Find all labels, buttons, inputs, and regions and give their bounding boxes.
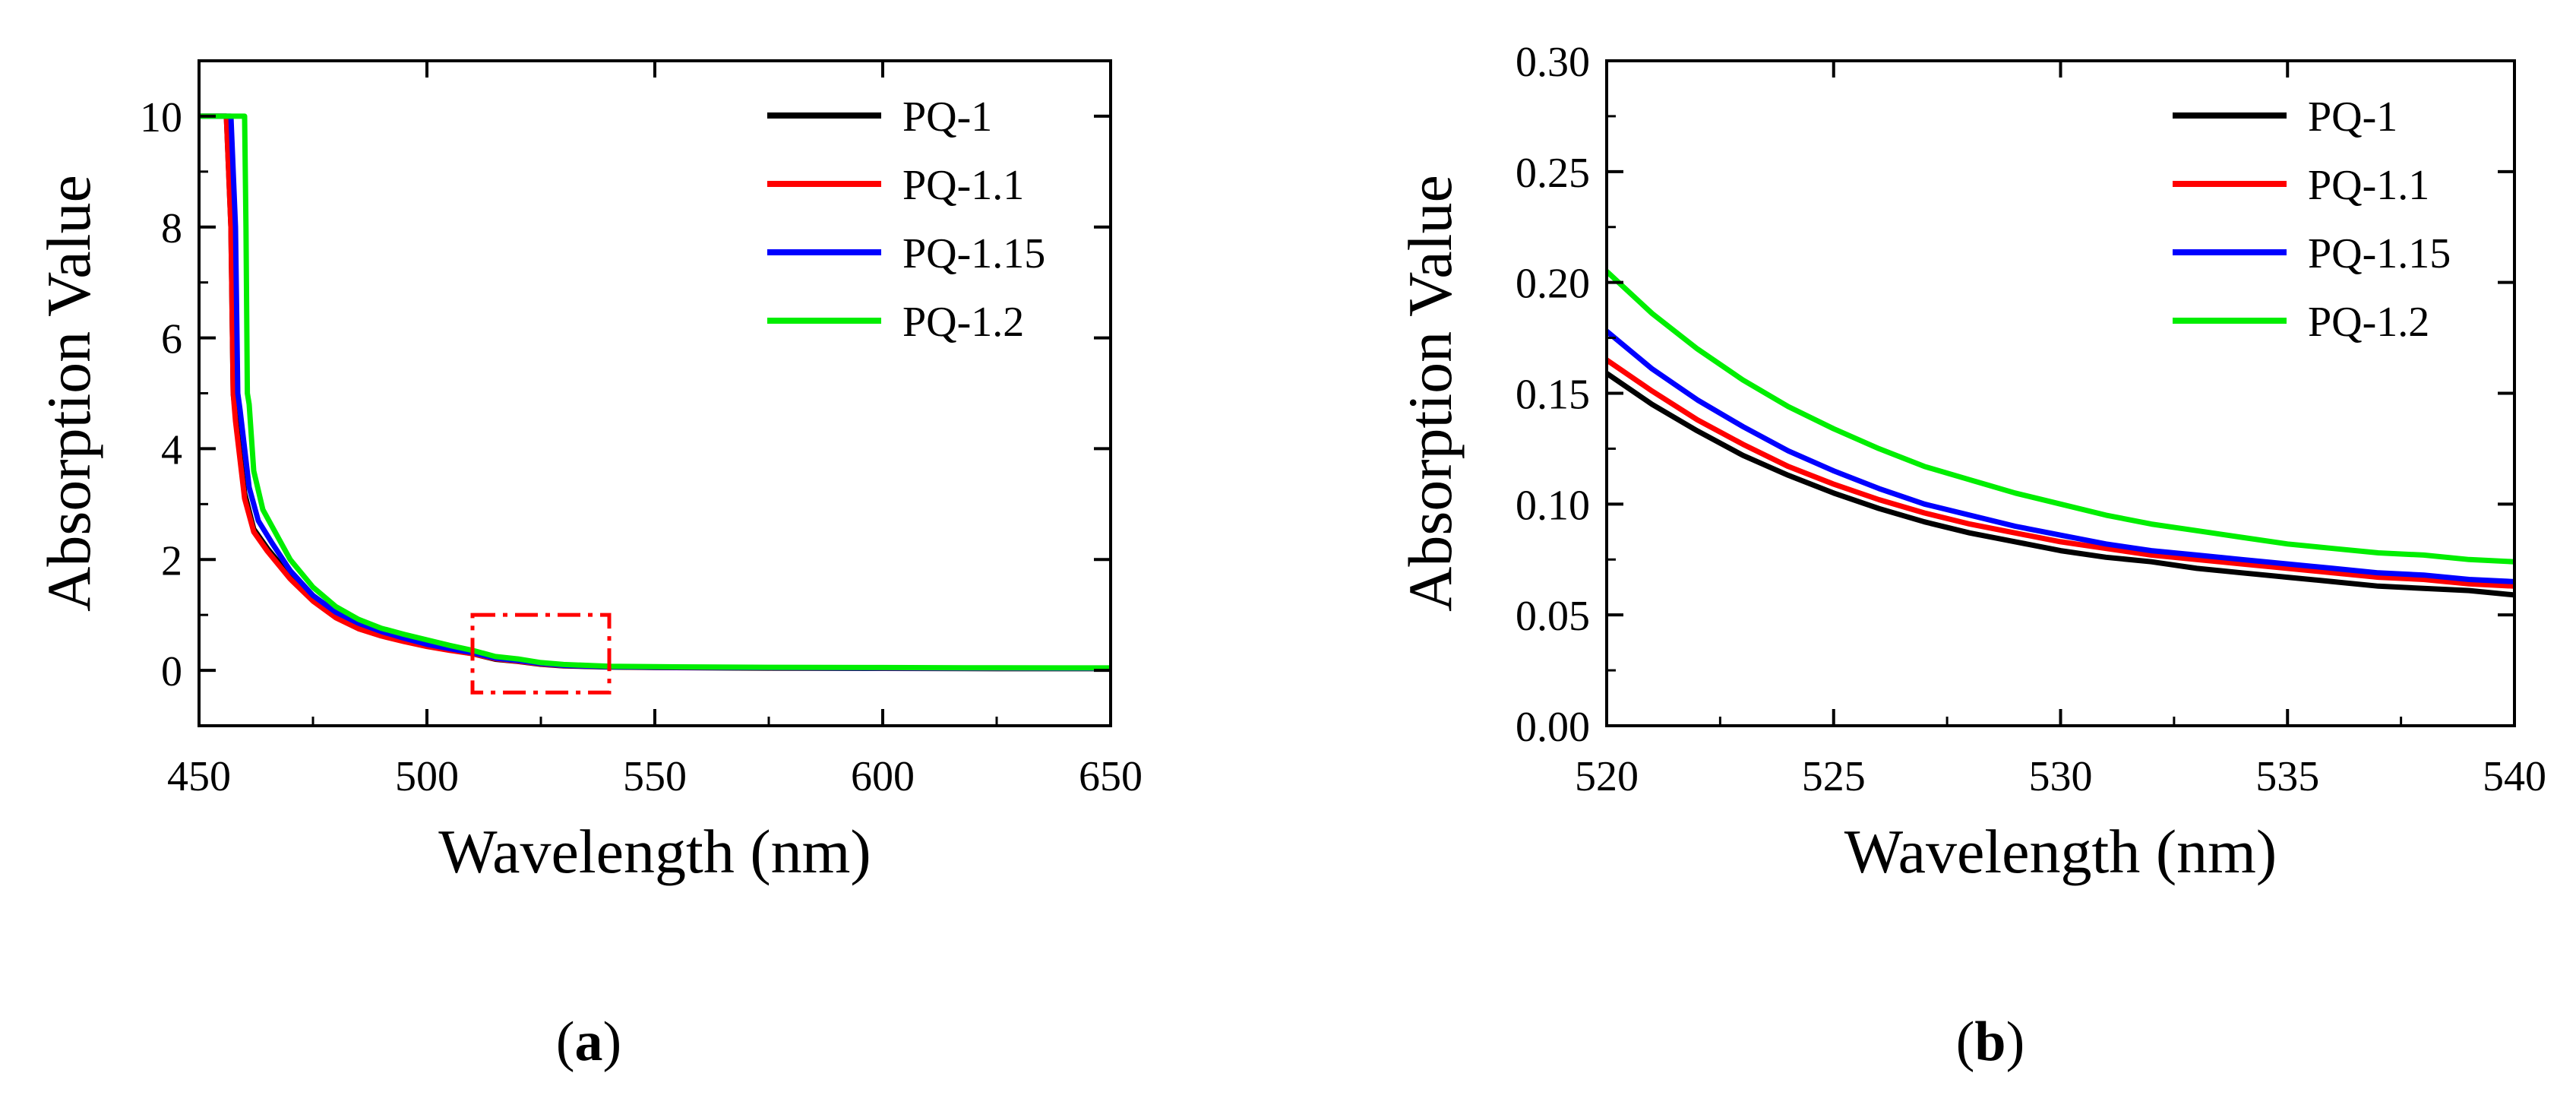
y-tick-label: 0 xyxy=(161,648,182,695)
legend-label: PQ-1 xyxy=(2308,93,2397,141)
x-tick-label: 535 xyxy=(2255,753,2319,800)
series-group xyxy=(1607,268,2514,598)
legend-label: PQ-1.15 xyxy=(2308,230,2451,277)
y-tick-label: 10 xyxy=(140,94,182,141)
legend-label: PQ-1 xyxy=(902,93,992,141)
x-axis-title: Wavelength (nm) xyxy=(1844,817,2277,886)
chart-panel-b: 520 525 530 535 540 0.00 0.05 0.10 0.15 0.20 0.25 0… xyxy=(1395,39,2546,886)
x-tick-label: 600 xyxy=(851,753,915,800)
legend-label: PQ-1.2 xyxy=(2308,299,2429,346)
legend: PQ-1 PQ-1.1 PQ-1.15 PQ-1.2 xyxy=(2173,93,2451,346)
y-tick-label: 0.15 xyxy=(1516,372,1590,419)
series-line-pq-1-2 xyxy=(1607,268,2514,565)
series-line-pq-1-1 xyxy=(1607,357,2514,589)
y-tick-label: 4 xyxy=(161,426,182,473)
y-tick-label: 0.30 xyxy=(1516,39,1590,86)
x-axis-title: Wavelength (nm) xyxy=(438,817,871,886)
legend-label: PQ-1.1 xyxy=(2308,162,2429,209)
x-tick-label: 530 xyxy=(2029,753,2093,800)
series-line-pq-1-2 xyxy=(199,113,1111,671)
y-tick-label: 0.00 xyxy=(1516,704,1590,751)
x-tick-label: 540 xyxy=(2483,753,2546,800)
y-tick-label: 2 xyxy=(161,537,182,584)
series-line-pq-1-15 xyxy=(1607,328,2514,584)
y-axis-title: Absorption Value xyxy=(1395,175,1465,612)
y-axis-title: Absorption Value xyxy=(34,175,103,612)
series-line-pq-1 xyxy=(1607,370,2514,598)
y-tick-label: 0.05 xyxy=(1516,593,1590,640)
series-group xyxy=(199,113,1111,672)
caption-a: (a) xyxy=(556,1011,621,1073)
caption-b: (b) xyxy=(1956,1011,2024,1073)
x-tick-label: 550 xyxy=(623,753,687,800)
legend: PQ-1 PQ-1.1 PQ-1.15 PQ-1.2 xyxy=(767,93,1045,346)
x-tick-label: 525 xyxy=(1802,753,1866,800)
zoom-region-box xyxy=(470,613,612,695)
y-tick-label: 8 xyxy=(161,205,182,252)
legend-label: PQ-1.2 xyxy=(902,299,1024,346)
y-tick-label: 6 xyxy=(161,316,182,363)
y-tick-label: 0.10 xyxy=(1516,482,1590,529)
legend-label: PQ-1.15 xyxy=(902,230,1045,277)
y-tick-label: 0.25 xyxy=(1516,150,1590,197)
y-tick-label: 0.20 xyxy=(1516,261,1590,308)
x-tick-label: 500 xyxy=(395,753,459,800)
chart-panel-a: 450 500 550 600 650 0 2 4 6 8 10 Wavelength (nm) Abs… xyxy=(34,59,1143,886)
x-tick-label: 450 xyxy=(167,753,231,800)
x-tick-label: 650 xyxy=(1079,753,1143,800)
legend-label: PQ-1.1 xyxy=(902,162,1024,209)
x-tick-label: 520 xyxy=(1575,753,1639,800)
